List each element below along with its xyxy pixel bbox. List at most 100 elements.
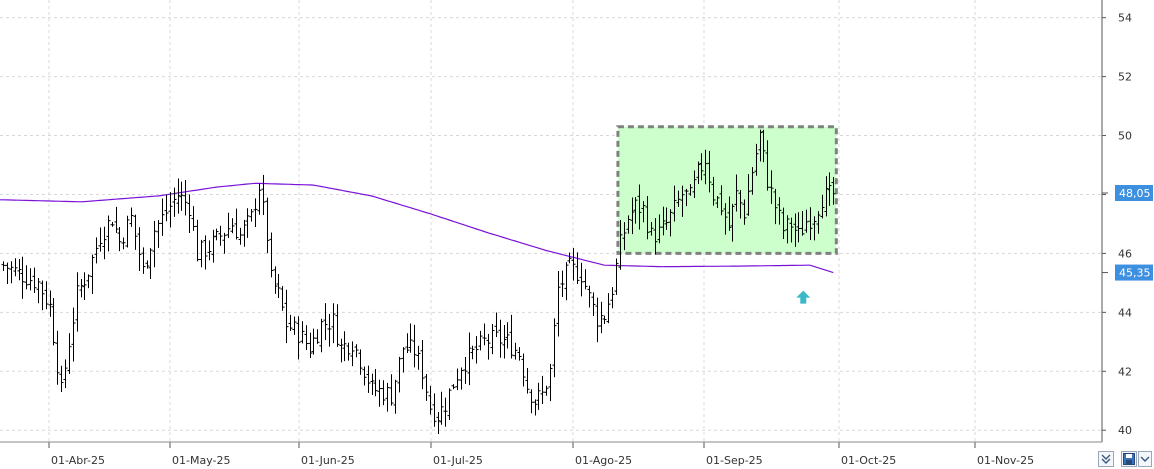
ohlc-bar	[148, 248, 153, 279]
ohlc-bar	[447, 388, 452, 421]
ohlc-bar	[218, 225, 223, 246]
ohlc-bar	[44, 281, 49, 310]
save-button[interactable]	[1121, 451, 1137, 467]
ohlc-bar	[684, 188, 689, 207]
ohlc-bar	[649, 222, 654, 236]
ohlc-bar	[529, 389, 534, 414]
ohlc-bar	[525, 367, 530, 394]
ohlc-bar	[296, 316, 301, 360]
ohlc-bar	[707, 150, 712, 193]
ohlc-bar	[579, 262, 584, 297]
ohlc-bar	[311, 328, 316, 355]
ohlc-bars	[1, 129, 836, 435]
ohlc-bar	[24, 265, 29, 290]
ohlc-bar	[203, 235, 208, 270]
ohlc-bar	[199, 239, 204, 268]
ohlc-bar	[672, 185, 677, 222]
ohlc-bar	[121, 237, 126, 250]
ohlc-bar	[688, 184, 693, 196]
ohlc-bar	[533, 399, 538, 416]
ohlc-bar	[575, 252, 580, 285]
ohlc-bar	[288, 314, 293, 331]
ohlc-bar	[393, 379, 398, 414]
ohlc-bar	[591, 292, 596, 316]
ohlc-bar	[595, 297, 600, 343]
ohlc-bar	[711, 176, 716, 206]
ohlc-bar	[626, 215, 631, 234]
ohlc-bar	[366, 365, 371, 393]
ohlc-bar	[106, 215, 111, 252]
options-menu-button[interactable]	[1138, 451, 1152, 467]
ohlc-bar	[583, 269, 588, 290]
ohlc-bar	[808, 207, 813, 241]
ohlc-bar	[408, 323, 413, 353]
ohlc-bar	[750, 167, 755, 195]
x-tick-label: 01-Ago-25	[575, 454, 632, 467]
ohlc-bar	[451, 384, 456, 390]
ohlc-bar	[67, 333, 72, 375]
ohlc-bar	[785, 215, 790, 244]
ohlc-bar	[727, 196, 732, 231]
ohlc-bar	[824, 176, 829, 217]
ohlc-bar	[114, 206, 119, 233]
last-price-label-bg	[1115, 185, 1153, 202]
ohlc-bar	[567, 252, 572, 264]
ohlc-bar	[746, 174, 751, 216]
ohlc-bar	[796, 212, 801, 243]
ohlc-bar	[335, 304, 340, 347]
ohlc-bar	[719, 185, 724, 216]
y-tick-label: 42	[1118, 365, 1132, 378]
ohlc-bar	[265, 197, 270, 254]
moving-average-layer	[0, 182, 834, 274]
ohlc-bar	[432, 393, 437, 427]
ohlc-bar	[284, 289, 289, 344]
collapse-toolbar-button[interactable]	[1098, 451, 1114, 467]
ohlc-bar	[645, 196, 650, 240]
x-tick-label: 01-Oct-25	[841, 454, 896, 467]
ohlc-bar	[358, 349, 363, 375]
ohlc-bar	[94, 237, 99, 264]
ohlc-bar	[17, 258, 22, 281]
ohlc-bar	[723, 203, 728, 235]
ohlc-bar	[641, 201, 646, 223]
ohlc-bar	[211, 229, 216, 263]
ohlc-bar	[502, 324, 507, 359]
ohlc-bar	[253, 198, 258, 227]
ohlc-bar	[699, 153, 704, 181]
ohlc-bar	[494, 312, 499, 337]
ohlc-bar	[540, 375, 545, 404]
ohlc-bar	[51, 297, 56, 346]
ohlc-bar	[152, 220, 157, 268]
ohlc-bar	[777, 197, 782, 225]
ohlc-bar	[486, 333, 491, 360]
chevron-down-icon	[1140, 456, 1150, 462]
ohlc-bar	[179, 181, 184, 211]
ohlc-bar	[498, 319, 503, 358]
ohlc-bar	[552, 318, 557, 378]
ohlc-bar	[385, 382, 390, 412]
y-tick-label: 40	[1118, 424, 1132, 437]
up-arrow-marker	[796, 290, 811, 304]
ohlc-bar	[521, 353, 526, 387]
ohlc-bar	[401, 347, 406, 373]
ohlc-bar	[443, 397, 448, 427]
ohlc-bar	[765, 140, 770, 191]
ohlc-bar	[606, 293, 611, 324]
ohlc-bar	[234, 208, 239, 240]
ohlc-bar	[676, 190, 681, 207]
ohlc-bar	[571, 248, 576, 281]
ohlc-bar	[602, 315, 607, 324]
ohlc-bar	[474, 336, 479, 364]
ohlc-bar	[339, 338, 344, 363]
ohlc-bar	[397, 356, 402, 393]
ohlc-bar	[20, 256, 25, 299]
ohlc-bar	[424, 373, 429, 401]
y-tick-label: 50	[1118, 130, 1132, 143]
ohlc-bar	[405, 333, 410, 353]
ohlc-bar	[32, 267, 37, 293]
ohlc-bar	[226, 212, 231, 238]
ohlc-bar	[195, 219, 200, 262]
ohlc-bar	[117, 227, 122, 252]
